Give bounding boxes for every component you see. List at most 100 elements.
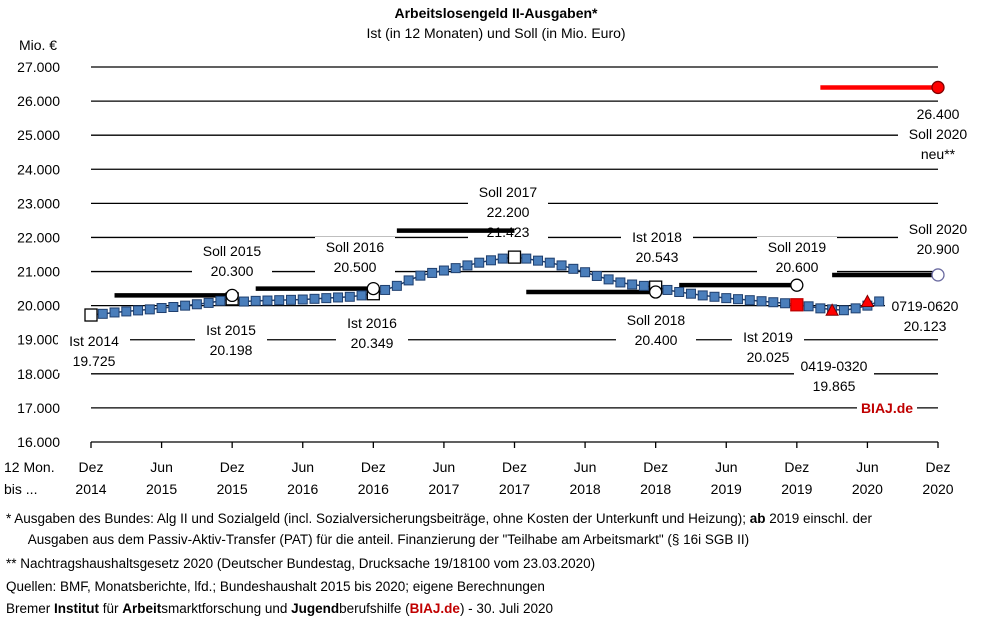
ist-point: [391, 280, 402, 291]
ist-point: [356, 290, 367, 301]
annotation-soll2018: Soll 2018: [627, 312, 686, 328]
chart-subtitle: Ist (in 12 Monaten) und Soll (in Mio. Eu…: [366, 25, 625, 41]
x-tick-label-year: 2019: [711, 481, 742, 497]
ist-point: [721, 293, 732, 304]
ist-point: [815, 303, 826, 314]
ist-point: [533, 255, 544, 266]
ist-point: [556, 260, 567, 271]
ist-point: [133, 305, 144, 316]
y-tick-label: 27.000: [17, 59, 60, 75]
ist-point: [427, 267, 438, 278]
ist-point: [733, 294, 744, 305]
annotation-p0719: 0719-0620: [892, 298, 959, 314]
sources-line: Quellen: BMF, Monatsberichte, lfd.; Bund…: [6, 579, 545, 594]
x-tick-label-month: Jun: [433, 459, 456, 475]
ist-point: [544, 257, 555, 268]
annotation-bg-ist2016: [336, 313, 408, 355]
ist-point: [238, 296, 249, 307]
ist-point: [156, 303, 167, 314]
watermark-biaj: BIAJ.de: [861, 400, 913, 416]
y-tick-label: 19.000: [17, 332, 60, 348]
ist-point: [485, 255, 496, 266]
y-tick-label: 18.000: [17, 366, 60, 382]
annotation-p0719: 20.123: [904, 318, 947, 334]
annotation-bg-ist2014: [58, 331, 130, 373]
x-tick-label-month: Jun: [150, 459, 173, 475]
y-tick-label: 17.000: [17, 400, 60, 416]
annotation-ist2016: Ist 2016: [347, 315, 397, 331]
ist-point: [462, 260, 473, 271]
ist-point: [780, 298, 791, 309]
y-tick-label: 20.000: [17, 298, 60, 314]
footnote-1-bold: ab: [749, 511, 766, 526]
x-tick-label-year: 2018: [640, 481, 671, 497]
x-axis-label: 12 Mon.: [4, 459, 55, 475]
x-tick-label-month: Dez: [79, 459, 104, 475]
y-axis-label: Mio. €: [19, 37, 57, 53]
annotation-bg-soll2017: [468, 182, 548, 244]
ist-point: [638, 280, 649, 291]
ist-point: [168, 302, 179, 312]
y-tick-label: 16.000: [17, 434, 60, 450]
annotation-sollneu: 26.400: [917, 106, 960, 122]
x-tick-label-year: 2016: [358, 481, 389, 497]
annotation-bg-soll2016: [315, 237, 395, 279]
annotation-ist2015: 20.198: [210, 342, 253, 358]
x-tick-label-month: Dez: [220, 459, 245, 475]
triangle-marker: [825, 303, 839, 316]
y-tick-label: 25.000: [17, 127, 60, 143]
ist-point: [850, 303, 861, 314]
x-tick-label-year: 2020: [922, 481, 953, 497]
annotation-ist2019: Ist 2019: [743, 329, 793, 345]
ist-point: [627, 279, 638, 290]
annotation-soll2015: 20.300: [211, 263, 254, 279]
annotation-soll2016: 20.500: [334, 259, 377, 275]
ist-point: [768, 297, 779, 308]
chart-title: Arbeitslosengeld II-Ausgaben*: [394, 5, 598, 21]
ist-point: [662, 284, 673, 295]
ist-point: [521, 253, 532, 264]
ist-point: [109, 307, 120, 318]
annotation-sollneu: Soll 2020: [909, 126, 968, 142]
x-tick-label-year: 2015: [146, 481, 177, 497]
credit-bold: Institut: [54, 601, 100, 616]
x-tick-label-year: 2014: [75, 481, 106, 497]
y-tick-label: 21.000: [17, 264, 60, 280]
ist-point: [121, 306, 132, 317]
ist-point: [603, 274, 614, 285]
x-tick-label-month: Dez: [502, 459, 527, 475]
annotation-bg-soll2015: [192, 241, 272, 283]
ist-point: [97, 308, 108, 319]
annotation-sollneu: neu**: [921, 146, 956, 162]
ist-point: [250, 295, 261, 306]
x-tick-label-year: 2019: [781, 481, 812, 497]
ist-point: [321, 293, 332, 304]
annotation-bg-ist2015: [195, 320, 267, 362]
y-tick-label: 22.000: [17, 229, 60, 245]
ist-point: [497, 253, 508, 264]
credit-part: smarktforschung und: [161, 601, 292, 616]
annotation-soll2019: 20.600: [776, 259, 819, 275]
annotation-bg-sollneu: [898, 104, 978, 166]
ist-point: [215, 295, 226, 306]
x-tick-label-month: Dez: [784, 459, 809, 475]
credit-part: berufshilfe (: [339, 601, 410, 616]
annotation-soll2015: Soll 2015: [203, 243, 262, 259]
ist-point: [333, 292, 344, 303]
annotation-soll2020: 20.900: [917, 241, 960, 257]
annotation-soll2018: 20.400: [635, 332, 678, 348]
ist-point: [274, 295, 285, 306]
annotation-p0419: 19.865: [813, 378, 856, 394]
ist-point: [756, 296, 767, 307]
credit-bold: Arbeit: [122, 601, 162, 616]
credit-part: Bremer: [6, 601, 55, 616]
x-tick-label-year: 2018: [570, 481, 601, 497]
ist-point: [685, 288, 696, 299]
ist-point: [744, 295, 755, 306]
footnote-1-text: * Ausgaben des Bundes: Alg II und Sozial…: [6, 511, 750, 526]
credit-bold: Jugend: [291, 601, 340, 616]
x-tick-label-month: Dez: [643, 459, 668, 475]
annotation-bg-soll2019: [757, 237, 837, 279]
credit-brand: BIAJ.de: [409, 601, 460, 616]
ist-point: [403, 275, 414, 286]
